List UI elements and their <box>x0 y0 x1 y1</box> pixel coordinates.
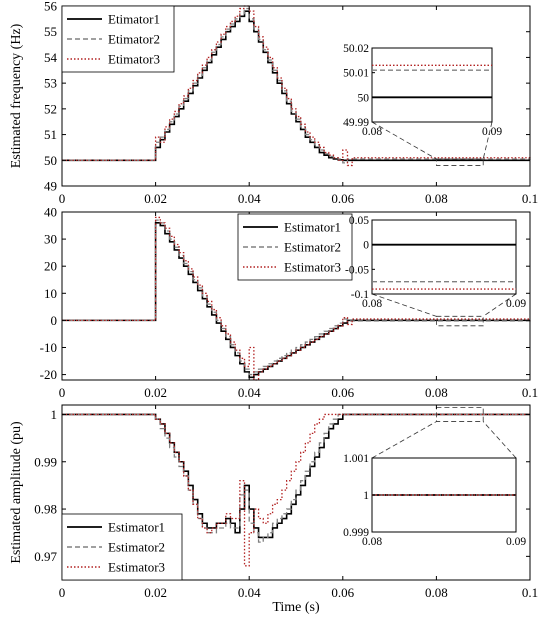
legend-label: Etimator2 <box>108 32 160 47</box>
inset-y-tick-label: 1.001 <box>343 453 369 465</box>
y-tick-label: 54 <box>44 50 58 65</box>
x-tick-label: 0.1 <box>522 191 538 206</box>
inset-y-tick-label: -0.05 <box>345 264 369 276</box>
y-tick-label: 1 <box>51 407 58 422</box>
x-axis-label: Time (s) <box>272 600 320 615</box>
inset-y-tick-label: -0.1 <box>351 289 369 301</box>
subplot-2: 0 0.02 0.04 0.06 0.08 0.1 -20 -10 0 10 20 30 40 Estim… <box>40 205 538 401</box>
y-tick-label: 20 <box>44 259 57 274</box>
series-line-3 <box>62 413 530 567</box>
inset: -0.1 -0.05 0 0.05 0.08 0.09 <box>345 215 526 310</box>
x-tick-label: 0 <box>59 191 66 206</box>
zoom-connector <box>482 293 517 317</box>
plot-frame <box>61 404 531 581</box>
y-axis-label: Estimated frequency (Hz) <box>9 23 24 168</box>
zoom-connector <box>482 121 493 160</box>
y-tick-label: 55 <box>44 24 57 39</box>
y-tick-label: 56 <box>44 0 58 14</box>
legend-label: Etimator1 <box>108 12 160 27</box>
x-tick-label: 0.02 <box>144 585 167 600</box>
x-tick-label: 0.1 <box>522 385 538 400</box>
inset-frame <box>371 47 493 123</box>
x-tick-label: 0 <box>59 585 66 600</box>
inset-x-tick-label: 0.08 <box>362 536 382 548</box>
y-tick-label: -20 <box>40 367 57 382</box>
inset-x-tick-label: 0.09 <box>482 126 502 138</box>
x-tick-label: 0.08 <box>425 191 448 206</box>
legend-label: Estimator1 <box>284 220 341 235</box>
x-tick-label: 0.04 <box>238 585 261 600</box>
y-tick-label: 0 <box>51 313 58 328</box>
zoom-box <box>435 406 484 422</box>
subplot-3: 0 0.02 0.04 0.06 0.08 0.1 0.97 0.98 0.99 1 Estimat… <box>9 404 538 615</box>
inset-y-tick-label: 50.01 <box>343 68 369 80</box>
inset-x-tick-label: 0.08 <box>362 298 382 310</box>
series-line-2 <box>62 219 531 376</box>
y-tick-label: 40 <box>44 205 57 220</box>
inset-x-tick-label: 0.08 <box>362 126 382 138</box>
legend: Etimator1 Etimator2 Etimator3 <box>61 5 175 73</box>
x-tick-label: 0.04 <box>238 191 261 206</box>
y-tick-label: 0.99 <box>34 454 57 469</box>
subplot-1: 0 0.02 0.04 0.06 0.08 0.1 49 50 51 52 53 54 55 56 Esti… <box>9 0 538 206</box>
legend: Estimator1 Estimator2 Estimator3 <box>61 513 183 581</box>
inset-y-tick-label: 0 <box>363 240 369 252</box>
inset: 49.99 50 50.01 50.02 0.08 0.09 <box>343 43 502 138</box>
zoom-connector <box>371 421 437 459</box>
y-tick-label: 0.98 <box>34 502 57 517</box>
inset-y-tick-label: 1 <box>363 490 369 502</box>
x-tick-label: 0.08 <box>425 385 448 400</box>
x-tick-label: 0.04 <box>238 385 261 400</box>
y-tick-label: 0.97 <box>34 549 57 564</box>
inset-x-tick-label: 0.09 <box>506 536 526 548</box>
zoom-connector <box>371 293 437 317</box>
inset-y-tick-label: 49.99 <box>343 117 369 129</box>
legend: Estimator1 Estimator2 Estimator3 <box>237 213 353 281</box>
x-tick-label: 0.06 <box>331 385 354 400</box>
plot-frame <box>61 5 531 187</box>
legend-label: Estimator2 <box>108 540 165 555</box>
series-line-2 <box>62 7 531 164</box>
inset-y-tick-label: 0.05 <box>349 215 369 227</box>
zoom-box <box>435 315 484 327</box>
legend-label: Estimator1 <box>108 520 165 535</box>
inset-y-tick-label: 50 <box>358 92 370 104</box>
zoom-connector <box>371 121 437 160</box>
y-tick-label: 50 <box>44 153 57 168</box>
legend-label: Etimator3 <box>108 52 160 67</box>
legend-box <box>237 213 353 281</box>
series-line-1 <box>62 222 530 379</box>
zoom-connector <box>482 421 517 459</box>
inset-frame <box>371 219 517 295</box>
legend-label: Estimator3 <box>108 560 165 575</box>
x-tick-label: 0.06 <box>331 585 354 600</box>
y-tick-label: 51 <box>44 127 57 142</box>
x-tick-label: 0.08 <box>425 585 448 600</box>
x-tick-label: 0.1 <box>522 585 538 600</box>
plot-frame <box>61 211 531 381</box>
legend-label: Estimator2 <box>284 240 341 255</box>
y-tick-label: 10 <box>44 286 57 301</box>
y-tick-label: 53 <box>44 76 57 91</box>
inset-y-tick-label: 0.999 <box>343 527 369 539</box>
x-tick-label: 0.02 <box>144 191 167 206</box>
x-tick-label: 0.06 <box>331 191 354 206</box>
y-tick-label: -10 <box>40 340 57 355</box>
legend-box <box>61 513 183 581</box>
x-tick-label: 0.02 <box>144 385 167 400</box>
y-axis-label: Estimated amplitude (pu) <box>9 421 24 564</box>
legend-box <box>61 5 175 73</box>
legend-label: Estimator3 <box>284 260 341 275</box>
series-line-3 <box>62 216 531 381</box>
inset-y-tick-label: 50.02 <box>343 43 369 55</box>
zoom-box <box>435 158 484 166</box>
inset-x-tick-label: 0.09 <box>506 298 526 310</box>
series-line-2 <box>62 413 530 543</box>
x-tick-label: 0 <box>59 385 66 400</box>
y-tick-label: 30 <box>44 232 57 247</box>
y-tick-label: 49 <box>44 179 57 194</box>
y-tick-label: 52 <box>44 101 57 116</box>
inset: 0.999 1 1.001 0.08 0.09 <box>343 453 526 548</box>
